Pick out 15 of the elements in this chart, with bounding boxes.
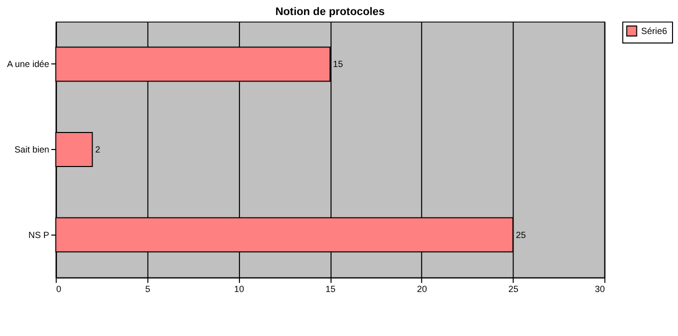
- y-tick-label: A une idée: [6, 59, 50, 70]
- x-tick-label: 0: [56, 284, 62, 294]
- data-label: 25: [516, 230, 526, 240]
- x-tick-label: 30: [594, 284, 605, 294]
- data-label: 2: [95, 144, 100, 154]
- x-tick-label: 25: [508, 284, 518, 294]
- legend-label: Série6: [641, 26, 668, 36]
- data-label: 15: [333, 59, 344, 70]
- y-tick-label: NS P: [28, 230, 50, 240]
- x-tick-label: 5: [145, 284, 150, 294]
- x-tick-label: 10: [234, 284, 244, 294]
- chart-title: Notion de protocoles: [275, 6, 385, 18]
- x-tick-label: 20: [416, 284, 427, 294]
- y-tick-label: Sait bien: [14, 144, 50, 154]
- x-tick-label: 15: [326, 284, 336, 294]
